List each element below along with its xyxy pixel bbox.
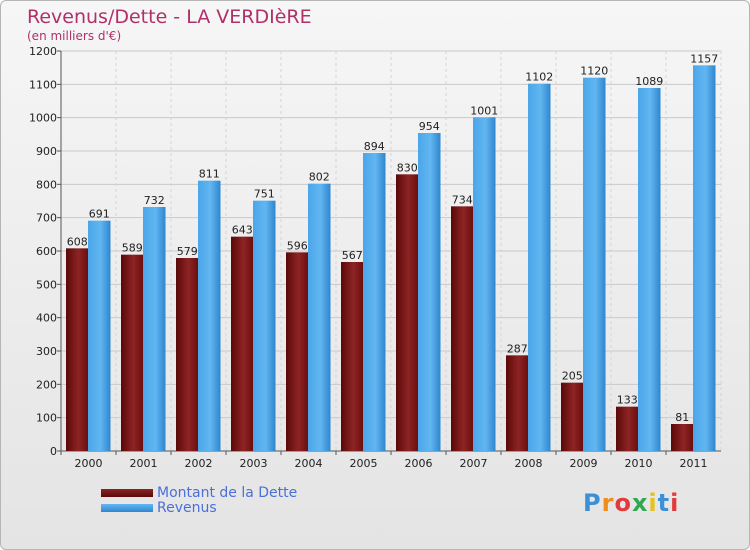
y-tick-label: 300 bbox=[36, 345, 57, 358]
bar-dette bbox=[121, 254, 144, 451]
data-label: 811 bbox=[199, 168, 220, 181]
bars bbox=[66, 65, 716, 452]
bar-revenus bbox=[363, 153, 386, 451]
data-label: 1120 bbox=[580, 65, 608, 78]
x-tick-label: 2009 bbox=[570, 457, 598, 470]
x-tick-label: 2008 bbox=[515, 457, 543, 470]
bar-revenus bbox=[198, 180, 221, 451]
x-tick-label: 2003 bbox=[240, 457, 268, 470]
x-tick-label: 2006 bbox=[405, 457, 433, 470]
y-tick-label: 700 bbox=[36, 212, 57, 225]
y-tick-label: 100 bbox=[36, 412, 57, 425]
bar-dette bbox=[341, 262, 364, 451]
data-label: 579 bbox=[177, 245, 198, 258]
data-label: 691 bbox=[89, 208, 110, 221]
proxiti-logo: Proxiti bbox=[583, 489, 679, 517]
data-label: 589 bbox=[122, 242, 143, 255]
bar-revenus bbox=[418, 133, 441, 451]
logo-letter: o bbox=[614, 489, 632, 517]
legend-label-revenus: Revenus bbox=[157, 500, 217, 516]
data-label: 287 bbox=[507, 342, 528, 355]
data-label: 1157 bbox=[690, 52, 718, 65]
data-label: 643 bbox=[232, 224, 253, 237]
data-label: 954 bbox=[419, 120, 440, 133]
axes: 0 100 200 300 400 500 600 700 800 900 1000 1100 1200… bbox=[29, 45, 721, 470]
grid-lines bbox=[60, 50, 722, 452]
data-label: 1089 bbox=[635, 75, 663, 88]
y-tick-label: 400 bbox=[36, 312, 57, 325]
bar-dette bbox=[451, 206, 474, 451]
legend-label-dette: Montant de la Dette bbox=[157, 485, 298, 501]
chart-subtitle: (en milliers d'€) bbox=[27, 29, 122, 43]
bar-revenus bbox=[253, 200, 276, 451]
legend-swatch-dette bbox=[101, 489, 153, 497]
legend-swatch-revenus bbox=[101, 504, 153, 512]
data-label: 1001 bbox=[470, 104, 498, 117]
bar-revenus bbox=[693, 65, 716, 451]
logo-letter: i bbox=[670, 489, 680, 517]
bar-revenus bbox=[528, 83, 551, 452]
logo-letter: r bbox=[601, 489, 615, 517]
x-tick-label: 2001 bbox=[130, 457, 158, 470]
bar-revenus bbox=[143, 207, 166, 451]
bar-revenus bbox=[638, 88, 661, 451]
bar-revenus bbox=[473, 117, 496, 451]
logo-letter: x bbox=[631, 489, 649, 517]
logo-letter: i bbox=[648, 489, 658, 517]
data-label: 802 bbox=[309, 171, 330, 184]
y-tick-label: 1000 bbox=[29, 112, 57, 125]
y-tick-label: 0 bbox=[50, 445, 57, 458]
y-tick-label: 900 bbox=[36, 145, 57, 158]
bar-dette bbox=[66, 248, 89, 451]
data-label: 894 bbox=[364, 140, 385, 153]
y-tick-label: 200 bbox=[36, 378, 57, 391]
data-label: 830 bbox=[397, 161, 418, 174]
x-tick-label: 2002 bbox=[185, 457, 213, 470]
y-tick-label: 600 bbox=[36, 245, 57, 258]
bar-revenus bbox=[88, 220, 111, 451]
logo-letter: P bbox=[583, 489, 602, 517]
bar-dette bbox=[616, 406, 639, 451]
data-label: 596 bbox=[287, 239, 308, 252]
data-label: 205 bbox=[562, 370, 583, 383]
y-tick-label: 1200 bbox=[29, 45, 57, 58]
bar-revenus bbox=[583, 77, 606, 452]
bar-dette bbox=[506, 355, 529, 451]
x-tick-label: 2007 bbox=[460, 457, 488, 470]
x-tick-label: 2011 bbox=[680, 457, 708, 470]
bar-dette bbox=[231, 236, 254, 451]
x-tick-label: 2010 bbox=[625, 457, 653, 470]
x-tick-label: 2004 bbox=[295, 457, 323, 470]
data-label: 751 bbox=[254, 188, 275, 201]
y-tick-label: 800 bbox=[36, 178, 57, 191]
bar-dette bbox=[286, 252, 309, 451]
y-tick-label: 500 bbox=[36, 278, 57, 291]
logo-letter: t bbox=[657, 489, 671, 517]
bar-dette bbox=[561, 382, 584, 451]
bar-dette bbox=[176, 258, 199, 451]
bar-dette bbox=[671, 424, 694, 451]
chart-title: Revenus/Dette - LA VERDIèRE bbox=[27, 6, 312, 28]
data-label: 567 bbox=[342, 249, 363, 262]
x-tick-label: 2000 bbox=[75, 457, 103, 470]
y-tick-label: 1100 bbox=[29, 78, 57, 91]
data-labels: 608 589 579 643 596 567 830 734 287 205 133 81 691 73… bbox=[67, 52, 719, 424]
x-tick-label: 2005 bbox=[350, 457, 378, 470]
data-label: 81 bbox=[675, 411, 689, 424]
data-label: 732 bbox=[144, 194, 165, 207]
data-label: 734 bbox=[452, 193, 473, 206]
data-label: 608 bbox=[67, 235, 88, 248]
data-label: 133 bbox=[617, 394, 638, 407]
data-label: 1102 bbox=[525, 71, 553, 84]
bar-revenus bbox=[308, 183, 331, 451]
bar-dette bbox=[396, 174, 419, 452]
